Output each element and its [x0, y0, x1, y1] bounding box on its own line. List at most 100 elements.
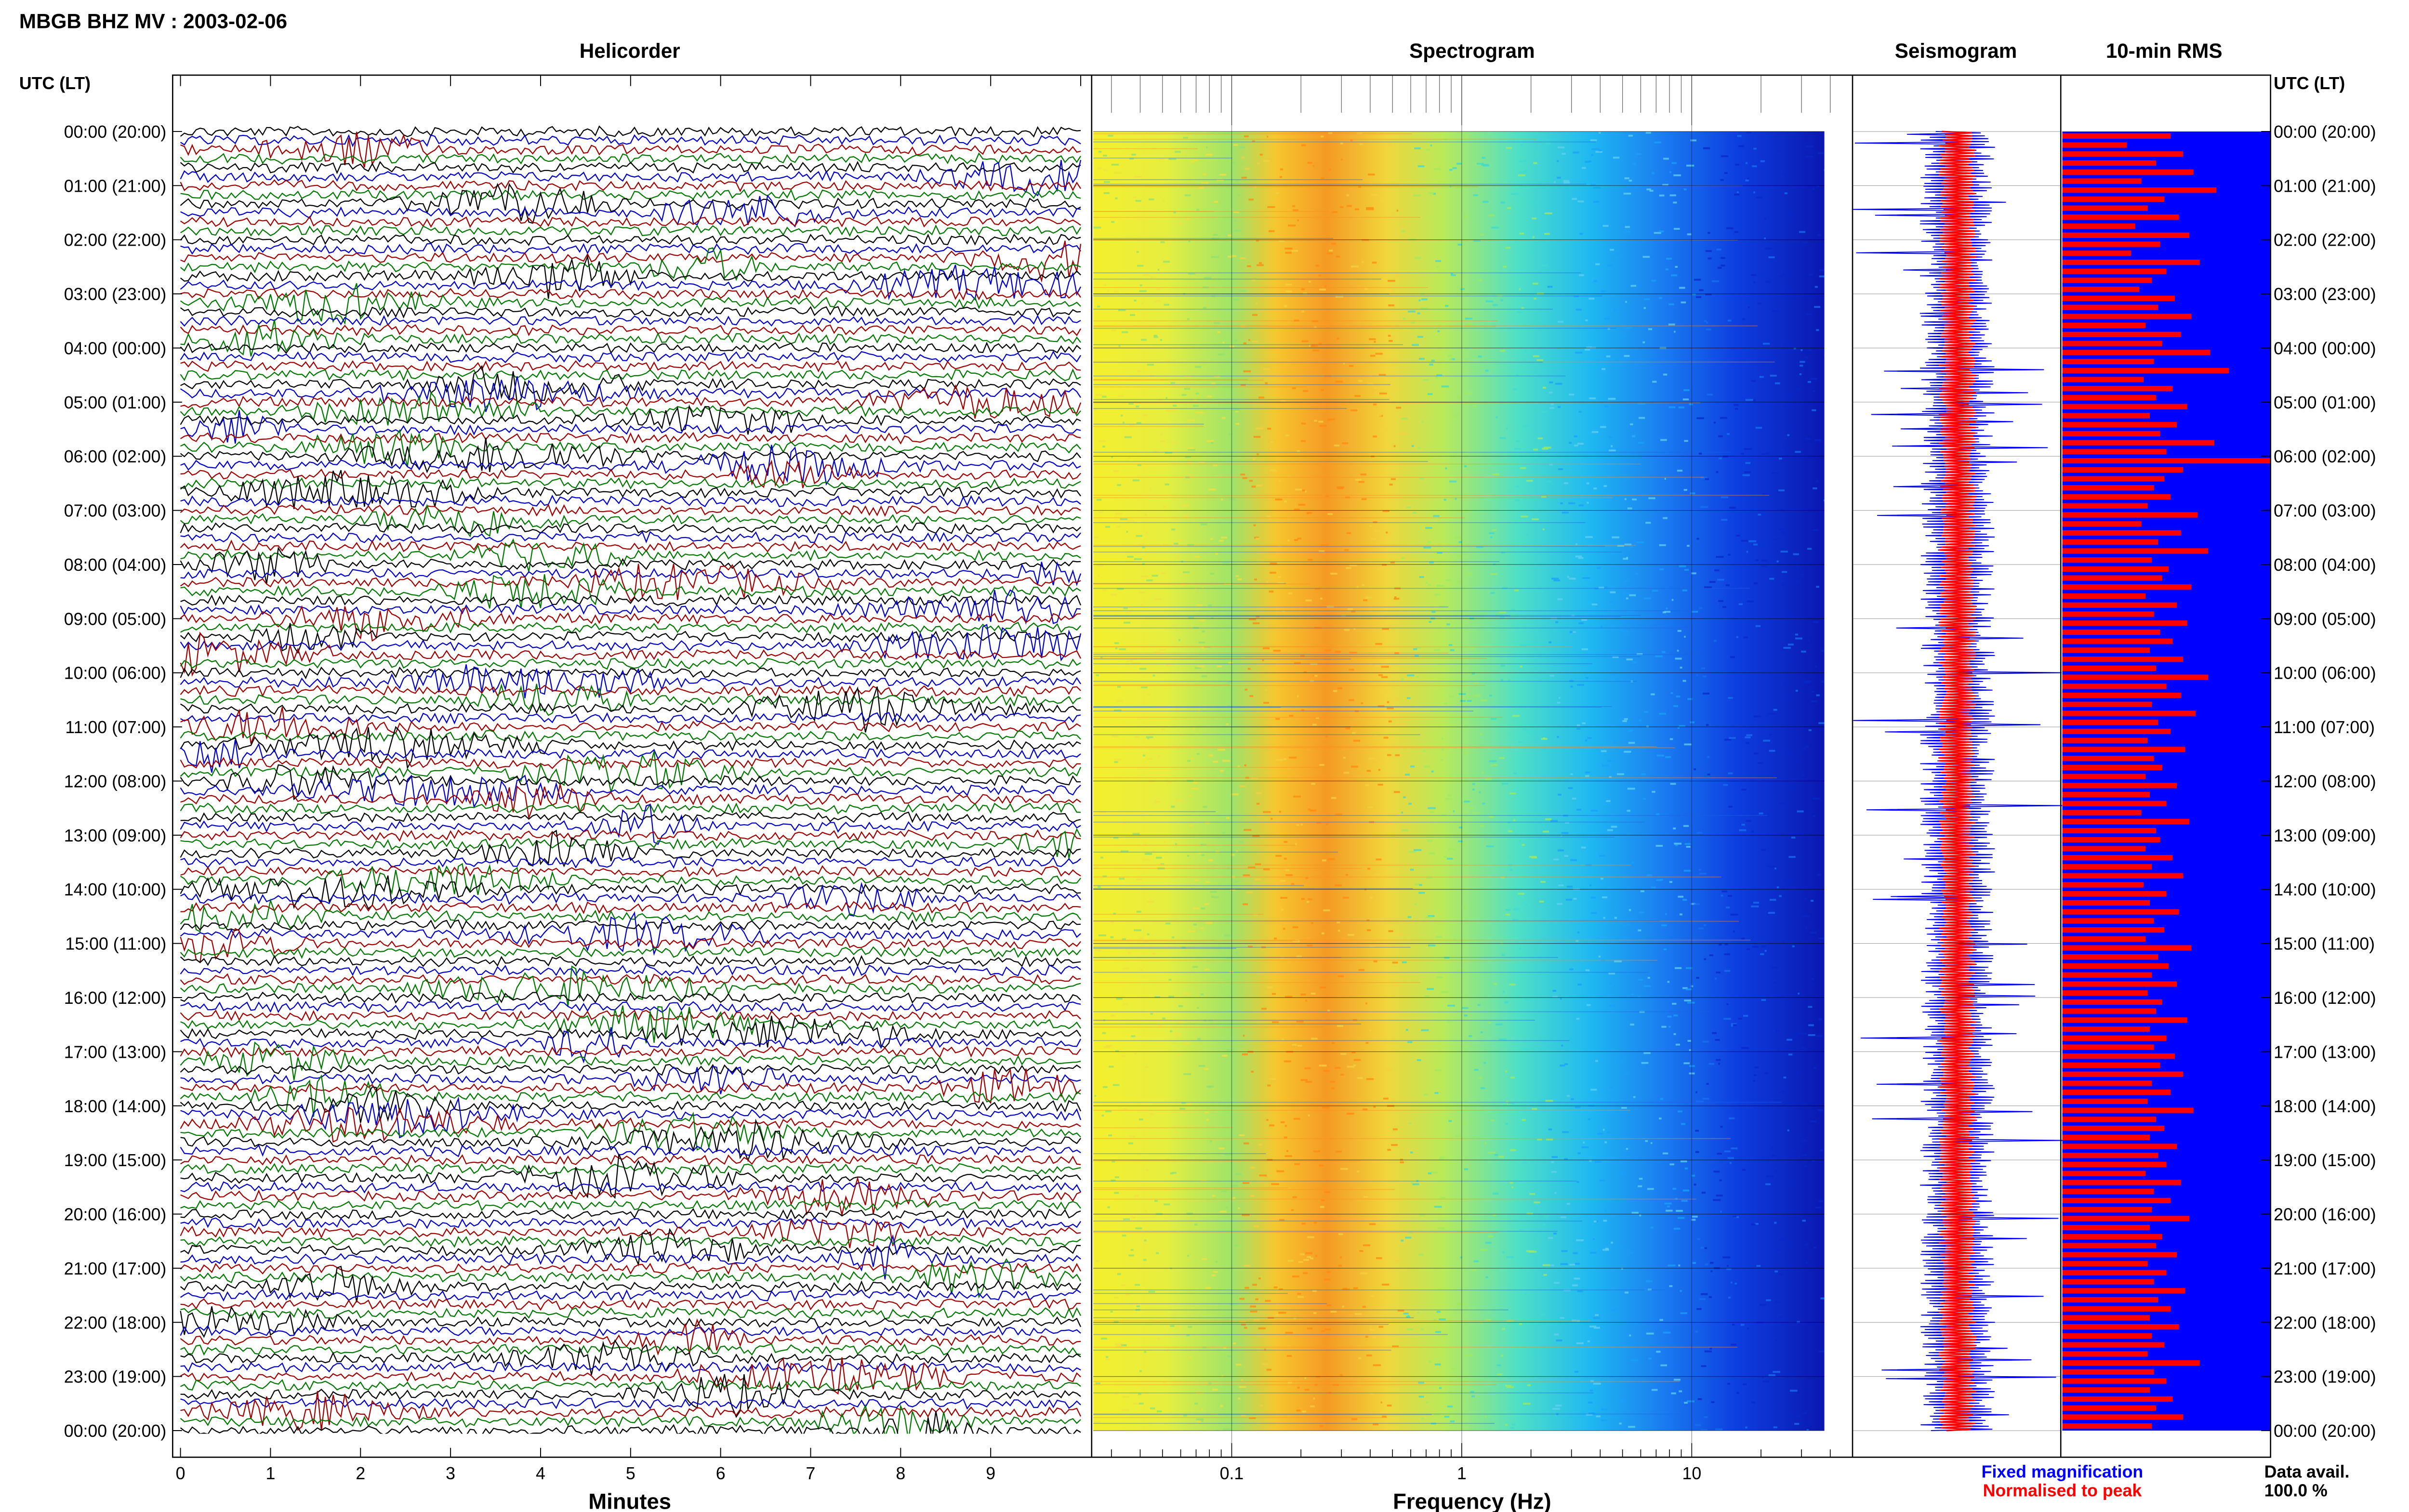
rms-bar: [2062, 846, 2146, 852]
spectrogram-speckle: [1171, 936, 1175, 939]
spectrogram-speckle: [1339, 1374, 1343, 1376]
helicorder-trace: [180, 911, 1081, 956]
spectrogram-speckle: [1586, 482, 1589, 485]
spectrogram-speckle: [1492, 1214, 1496, 1216]
spectrogram-speckle: [1603, 917, 1605, 919]
time-tick-label-right: 10:00 (06:00): [2274, 664, 2376, 683]
spectrogram-speckle: [1541, 738, 1548, 740]
helicorder-trace: [180, 684, 1081, 697]
spectrogram-speckle: [1607, 760, 1615, 762]
rms-bar: [2062, 1261, 2148, 1267]
spectrogram-speckle: [1449, 185, 1452, 188]
spectrogram-speckle: [1123, 421, 1125, 424]
spectrogram-speckle: [1330, 572, 1337, 575]
spectrogram-speckle: [1659, 230, 1664, 233]
spectrogram-speckle: [1243, 342, 1247, 344]
spectrogram-speckle: [1812, 529, 1818, 531]
spectrogram-speckle: [1465, 317, 1473, 320]
spectrogram-speckle: [1675, 1197, 1678, 1200]
spectrogram-speckle: [1157, 1024, 1163, 1026]
spectrogram-speckle: [1318, 274, 1322, 276]
rms-bar: [2062, 1053, 2175, 1059]
time-tick-label-left: 09:00 (05:00): [64, 609, 167, 629]
spectrogram-speckle: [1537, 437, 1543, 440]
minute-tick-label: 6: [716, 1464, 726, 1483]
rms-bar: [2062, 404, 2187, 409]
spectrogram-speckle: [1334, 444, 1340, 447]
spectrogram-speckle: [1102, 875, 1107, 878]
spectrogram-speckle: [1417, 1312, 1420, 1314]
spectrogram-speckle: [1512, 919, 1519, 921]
rms-bar: [2062, 1387, 2150, 1393]
spectrogram-speckle: [1113, 709, 1122, 711]
spectrogram-speckle: [1449, 480, 1457, 483]
spectrogram-speckle: [1716, 1195, 1723, 1196]
time-tick-label-right: 09:00 (05:00): [2274, 609, 2376, 629]
spectrogram-speckle: [1510, 1076, 1515, 1078]
spectrogram-speckle: [1698, 927, 1704, 930]
spectrogram-speckle: [1322, 1106, 1330, 1109]
helicorder-trace: [180, 751, 1082, 794]
helicorder-trace: [180, 288, 1081, 301]
spectrogram-speckle: [1183, 1414, 1187, 1417]
spectrogram-speckle: [1713, 1199, 1721, 1201]
spectrogram-speckle: [1651, 172, 1655, 174]
spectrogram-speckle: [1208, 1382, 1212, 1384]
spectrogram-speckle: [1807, 548, 1812, 550]
spectrogram-speckle: [1180, 539, 1183, 541]
spectrogram-speckle: [1709, 581, 1716, 583]
spectrogram-speckle: [1282, 610, 1285, 612]
spectrogram-speckle: [1710, 1262, 1714, 1264]
spectrogram-speckle: [1357, 1077, 1363, 1079]
spectrogram-speckle: [1308, 898, 1312, 900]
spectrogram-speckle: [1692, 1215, 1698, 1218]
spectrogram-speckle: [1347, 1065, 1355, 1068]
spectrogram-speckle: [1593, 1382, 1601, 1385]
spectrogram-speckle: [1186, 1212, 1193, 1215]
spectrogram-speckle: [1704, 1263, 1708, 1266]
spectrogram-speckle: [1519, 1229, 1523, 1231]
helicorder-trace: [180, 1306, 1082, 1320]
spectrogram-speckle: [1193, 405, 1199, 407]
spectrogram-speckle: [1314, 627, 1322, 629]
spectrogram-speckle: [1128, 457, 1131, 459]
spectrogram-speckle: [1417, 336, 1423, 338]
spectrogram-speckle: [1393, 1383, 1397, 1386]
spectrogram-speckle: [1812, 797, 1820, 800]
spectrogram-speckle: [1150, 1012, 1153, 1015]
rms-bar: [2062, 1134, 2150, 1140]
spectrogram-speckle: [1752, 165, 1757, 168]
spectrogram-speckle: [1485, 1242, 1492, 1244]
spectrogram-speckle: [1241, 1324, 1246, 1326]
spectrogram-speckle: [1349, 564, 1357, 566]
spectrogram-speckle: [1577, 443, 1584, 445]
spectrogram-speckle: [1669, 738, 1673, 740]
spectrogram-speckle: [1669, 881, 1673, 883]
spectrogram-speckle: [1738, 603, 1743, 605]
spectrogram-speckle: [1738, 1017, 1742, 1020]
spectrogram-speckle: [1187, 760, 1191, 762]
spectrogram-speckle: [1333, 690, 1337, 692]
spectrogram-speckle: [1720, 1126, 1723, 1128]
spectrogram-speckle: [1557, 146, 1564, 149]
spectrogram-speckle: [1588, 1401, 1593, 1404]
spectrogram-speckle: [1464, 752, 1469, 754]
spectrogram-speckle: [1136, 405, 1139, 408]
spectrogram-speckle: [1526, 1212, 1533, 1215]
spectrogram-speckle: [1197, 1038, 1201, 1040]
helicorder-trace: [180, 594, 1082, 607]
helicorder-trace: [180, 964, 1081, 977]
spectrogram-speckle: [1114, 761, 1118, 763]
spectrogram-speckle: [1817, 234, 1821, 237]
spectrogram-speckle: [1648, 1288, 1652, 1291]
spectrogram-speckle: [1601, 1419, 1607, 1421]
spectrogram-speckle: [1492, 529, 1496, 531]
spectrogram-speckle: [1113, 1321, 1119, 1323]
spectrogram-speckle: [1126, 531, 1128, 533]
spectrogram-speckle: [1139, 592, 1145, 594]
helicorder-trace: [180, 564, 1081, 602]
spectrogram-speckle: [1326, 252, 1333, 255]
spectrogram-speckle: [1618, 1244, 1623, 1247]
spectrogram-speckle: [1206, 146, 1208, 148]
spectrogram-speckle: [1529, 1042, 1531, 1045]
